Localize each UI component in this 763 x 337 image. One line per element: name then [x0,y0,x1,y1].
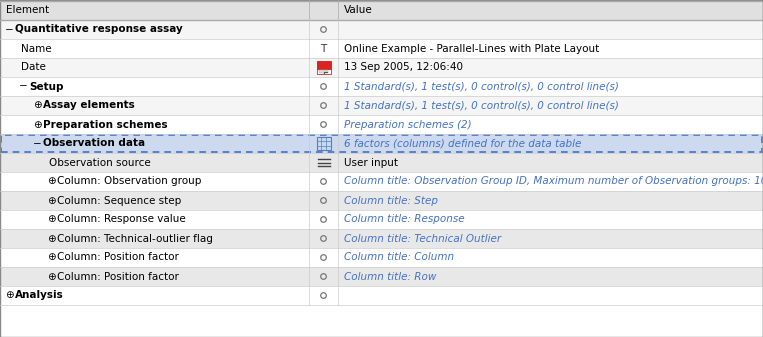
Text: Assay elements: Assay elements [43,100,135,111]
Text: Column: Observation group: Column: Observation group [57,177,201,186]
Text: Column title: Response: Column title: Response [344,214,465,224]
Text: ⊕: ⊕ [33,120,42,129]
Bar [0,172,763,191]
Bar [1,135,762,152]
Text: Column title: Column: Column title: Column [344,252,454,263]
Text: User input: User input [344,157,398,167]
Bar [0,134,763,153]
Text: Observation data: Observation data [43,139,145,149]
Bar [0,115,763,134]
Text: Preparation schemes: Preparation schemes [43,120,168,129]
Bar [317,137,330,150]
Bar [0,191,763,210]
Bar [317,61,330,69]
Bar [0,267,763,286]
Text: ⊕: ⊕ [47,214,56,224]
Bar [0,96,763,115]
Text: Column: Response value: Column: Response value [57,214,185,224]
Text: Name: Name [21,43,52,54]
Bar [0,0,763,20]
Bar [0,77,763,96]
Text: Column title: Observation Group ID, Maximum number of Observation groups: 10: Column title: Observation Group ID, Maxi… [344,177,763,186]
Text: Column: Technical-outlier flag: Column: Technical-outlier flag [57,234,213,244]
Text: ⊕: ⊕ [33,100,42,111]
Text: Column title: Technical Outlier: Column title: Technical Outlier [344,234,501,244]
Bar [0,20,763,39]
Text: −: − [19,82,27,92]
Text: Quantitative response assay: Quantitative response assay [15,25,183,34]
Text: Online Example - Parallel-Lines with Plate Layout: Online Example - Parallel-Lines with Pla… [344,43,599,54]
Text: 6 factors (columns) defined for the data table: 6 factors (columns) defined for the data… [344,139,581,149]
Text: Column: Position factor: Column: Position factor [57,272,179,281]
Text: 1 Standard(s), 1 test(s), 0 control(s), 0 control line(s): 1 Standard(s), 1 test(s), 0 control(s), … [344,100,619,111]
Bar [317,69,330,74]
Text: Date: Date [21,62,46,72]
Text: Column: Sequence step: Column: Sequence step [57,195,182,206]
Bar [0,153,763,172]
Bar [319,70,328,73]
Bar [0,229,763,248]
Text: Preparation schemes (2): Preparation schemes (2) [344,120,472,129]
Text: Element: Element [6,5,49,15]
Text: Column: Position factor: Column: Position factor [57,252,179,263]
Text: Setup: Setup [29,82,63,92]
Bar [0,39,763,58]
Bar [0,58,763,77]
Text: ⊕: ⊕ [47,195,56,206]
Bar [0,210,763,229]
Text: ⊕: ⊕ [47,234,56,244]
Text: −: − [5,25,14,34]
Text: 1 Standard(s), 1 test(s), 0 control(s), 0 control line(s): 1 Standard(s), 1 test(s), 0 control(s), … [344,82,619,92]
Text: Column title: Row: Column title: Row [344,272,436,281]
Text: ⊕: ⊕ [47,272,56,281]
Bar [0,248,763,267]
Text: Value: Value [344,5,373,15]
Text: T: T [320,43,327,54]
Bar [0,286,763,305]
Text: Analysis: Analysis [15,290,64,301]
Text: −: − [33,139,42,149]
Text: ⊕: ⊕ [5,290,14,301]
Text: Column title: Step: Column title: Step [344,195,438,206]
Text: ⊕: ⊕ [47,177,56,186]
Text: Observation source: Observation source [49,157,151,167]
Text: ⊕: ⊕ [47,252,56,263]
Text: 13 Sep 2005, 12:06:40: 13 Sep 2005, 12:06:40 [344,62,463,72]
